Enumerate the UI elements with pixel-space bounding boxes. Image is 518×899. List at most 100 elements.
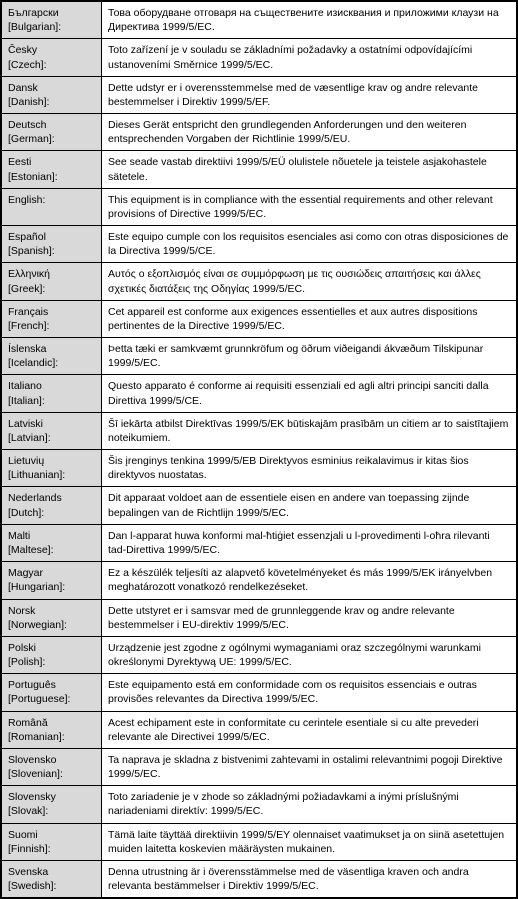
table-row: Eesti[Estonian]:See seade vastab direkti…	[2, 151, 517, 188]
compliance-text-cell: Dan l-apparat huwa konformi mal-ħtiġiet …	[102, 524, 517, 561]
language-cell: Česky[Czech]:	[2, 39, 102, 76]
table-row: Svenska[Swedish]:Denna utrustning är i ö…	[2, 860, 517, 897]
compliance-text-cell: Dette udstyr er i overensstemmelse med d…	[102, 76, 517, 113]
compliance-text-cell: Ez a készülék teljesíti az alapvető köve…	[102, 562, 517, 599]
language-cell: Português[Portuguese]:	[2, 674, 102, 711]
language-native: Español	[8, 230, 95, 244]
table-row: Français[French]: Cet appareil est confor…	[2, 300, 517, 337]
language-cell: Română[Romanian]:	[2, 711, 102, 748]
compliance-text-cell: Questo apparato é conforme ai requisiti …	[102, 375, 517, 412]
language-english: [German]:	[8, 132, 95, 146]
language-cell: Ελληνική[Greek]:	[2, 263, 102, 300]
language-cell: Svenska[Swedish]:	[2, 860, 102, 897]
language-cell: Malti[Maltese]:	[2, 524, 102, 561]
language-native: Dansk	[8, 81, 95, 95]
table-row: Ελληνική[Greek]:Αυτός ο εξοπλισμός είναι…	[2, 263, 517, 300]
language-english: [Portuguese]:	[8, 692, 95, 706]
language-english: [Spanish]:	[8, 244, 95, 258]
language-english: [Lithuanian]:	[8, 468, 95, 482]
table-row: Česky[Czech]:Toto zařízení je v souladu …	[2, 39, 517, 76]
language-cell: Български[Bulgarian]:	[2, 2, 102, 39]
table-row: Română[Romanian]:Acest echipament este i…	[2, 711, 517, 748]
language-english: [Bulgarian]:	[8, 20, 95, 34]
language-cell: Latviski[Latvian]:	[2, 412, 102, 449]
table-row: Íslenska[Icelandic]:Þetta tæki er samkvæ…	[2, 338, 517, 375]
table-row: Italiano[Italian]:Questo apparato é conf…	[2, 375, 517, 412]
compliance-text-cell: See seade vastab direktiivi 1999/5/EÜ ol…	[102, 151, 517, 188]
language-english: [Icelandic]:	[8, 356, 95, 370]
language-cell: Slovensko[Slovenian]:	[2, 748, 102, 785]
table-row: English: This equipment is in compliance …	[2, 188, 517, 225]
compliance-text-cell: Ta naprava je skladna z bistvenimi zahte…	[102, 748, 517, 785]
language-native: Suomi	[8, 828, 95, 842]
language-cell: Slovensky[Slovak]:	[2, 786, 102, 823]
language-native: Italiano	[8, 379, 95, 393]
language-english: [Maltese]:	[8, 543, 95, 557]
language-english: [Danish]:	[8, 95, 95, 109]
table-row: Polski[Polish]: Urządzenie jest zgodne z …	[2, 636, 517, 673]
language-native: Lietuvių	[8, 454, 95, 468]
language-english: [Finnish]:	[8, 842, 95, 856]
table-row: Magyar[Hungarian]: Ez a készülék teljesít…	[2, 562, 517, 599]
language-english: [Romanian]:	[8, 730, 95, 744]
compliance-text-cell: Šis įrenginys tenkina 1999/5/EB Direktyv…	[102, 450, 517, 487]
table-row: Slovensky[Slovak]:Toto zariadenie je v z…	[2, 786, 517, 823]
compliance-text-cell: Αυτός ο εξοπλισμός είναι σε συμμόρφωση μ…	[102, 263, 517, 300]
language-native: English:	[8, 193, 95, 207]
language-cell: Eesti[Estonian]:	[2, 151, 102, 188]
language-native: Svenska	[8, 865, 95, 879]
compliance-text-cell: Toto zařízení je v souladu se základními…	[102, 39, 517, 76]
language-native: Latviski	[8, 417, 95, 431]
compliance-table: Български[Bulgarian]:Това оборудване отг…	[1, 1, 517, 898]
table-row: Português[Portuguese]:Este equipamento e…	[2, 674, 517, 711]
table-row: Dansk[Danish]:Dette udstyr er i overenss…	[2, 76, 517, 113]
language-cell: Íslenska[Icelandic]:	[2, 338, 102, 375]
language-native: Ελληνική	[8, 267, 95, 281]
language-english: [Estonian]:	[8, 170, 95, 184]
language-cell: Suomi[Finnish]:	[2, 823, 102, 860]
language-cell: Nederlands[Dutch]:	[2, 487, 102, 524]
language-english: [French]:	[8, 319, 95, 333]
table-row: Malti[Maltese]:Dan l-apparat huwa konfor…	[2, 524, 517, 561]
compliance-text-cell: Acest echipament este in conformitate cu…	[102, 711, 517, 748]
compliance-text-cell: Cet appareil est conforme aux exigences …	[102, 300, 517, 337]
language-english: [Slovak]:	[8, 804, 95, 818]
table-row: Slovensko[Slovenian]:Ta naprava je sklad…	[2, 748, 517, 785]
compliance-text-cell: Dette utstyret er i samsvar med de grunn…	[102, 599, 517, 636]
language-english: [Greek]:	[8, 282, 95, 296]
compliance-text-cell: Urządzenie jest zgodne z ogólnymi wymaga…	[102, 636, 517, 673]
language-native: Română	[8, 716, 95, 730]
language-native: Français	[8, 305, 95, 319]
language-native: Polski	[8, 641, 95, 655]
compliance-text-cell: This equipment is in compliance with the…	[102, 188, 517, 225]
language-native: Magyar	[8, 566, 95, 580]
language-native: Deutsch	[8, 118, 95, 132]
language-cell: Lietuvių[Lithuanian]:	[2, 450, 102, 487]
language-cell: Deutsch[German]:	[2, 114, 102, 151]
compliance-text-cell: Þetta tæki er samkvæmt grunnkröfum og öð…	[102, 338, 517, 375]
language-english: [Czech]:	[8, 58, 95, 72]
compliance-text-cell: Tämä laite täyttää direktiivin 1999/5/EY…	[102, 823, 517, 860]
table-row: Deutsch[German]:Dieses Gerät entspricht …	[2, 114, 517, 151]
table-row: Suomi[Finnish]:Tämä laite täyttää direkt…	[2, 823, 517, 860]
compliance-text-cell: Dit apparaat voldoet aan de essentiele e…	[102, 487, 517, 524]
language-native: Slovensky	[8, 790, 95, 804]
language-english: [Norwegian]:	[8, 618, 95, 632]
language-native: Български	[8, 6, 95, 20]
table-row: Nederlands[Dutch]:Dit apparaat voldoet a…	[2, 487, 517, 524]
compliance-text-cell: Šī iekārta atbilst Direktīvas 1999/5/EK …	[102, 412, 517, 449]
language-native: Norsk	[8, 604, 95, 618]
language-english: [Hungarian]:	[8, 580, 95, 594]
compliance-table-container: Български[Bulgarian]:Това оборудване отг…	[0, 0, 518, 899]
language-cell: English:	[2, 188, 102, 225]
language-cell: Dansk[Danish]:	[2, 76, 102, 113]
language-native: Eesti	[8, 155, 95, 169]
language-english: [Swedish]:	[8, 879, 95, 893]
compliance-text-cell: Este equipo cumple con los requisitos es…	[102, 226, 517, 263]
language-english: [Latvian]:	[8, 431, 95, 445]
table-row: Български[Bulgarian]:Това оборудване отг…	[2, 2, 517, 39]
compliance-text-cell: Това оборудване отговаря на съществените…	[102, 2, 517, 39]
table-row: Latviski[Latvian]:Šī iekārta atbilst Dir…	[2, 412, 517, 449]
language-native: Slovensko	[8, 753, 95, 767]
language-english: [Polish]:	[8, 655, 95, 669]
